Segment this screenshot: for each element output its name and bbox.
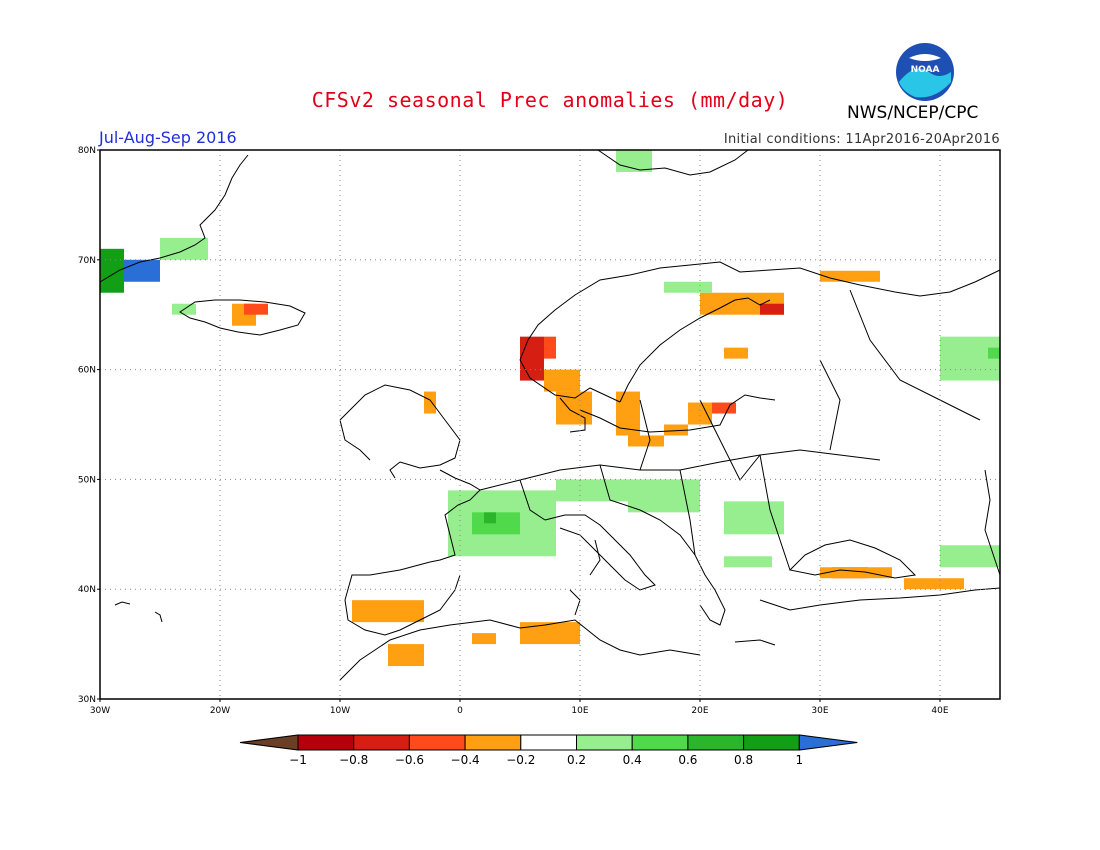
legend-swatch: [687, 734, 745, 751]
noaa-logo-icon: NOAA: [896, 43, 954, 101]
anomaly-patch: [664, 424, 688, 436]
legend-swatch: [631, 734, 689, 751]
anomaly-patch: [724, 501, 784, 535]
axis-ticks: 30N 40N 50N 60N 70N 80N 30W 20W 10W 0 10E 20E 30E 40E: [78, 146, 949, 716]
anomaly-patch: [820, 567, 892, 579]
anomaly-patch: [424, 391, 436, 414]
agency-label: NWS/NCEP/CPC: [847, 103, 979, 123]
lon-tick-label: 0: [457, 706, 463, 716]
lon-tick-label: 10E: [571, 706, 588, 716]
legend-label: −0.6: [395, 753, 424, 767]
anomaly-patch: [520, 622, 580, 645]
lon-tick-label: 30W: [90, 706, 110, 716]
anomaly-patch: [352, 600, 424, 623]
season-label: Jul-Aug-Sep 2016: [99, 128, 237, 147]
anomaly-patch: [544, 336, 556, 359]
anomaly-patch: [244, 303, 268, 315]
anomaly-patch: [664, 281, 712, 293]
anomaly-patch: [628, 479, 700, 513]
anomaly-patch: [628, 435, 664, 447]
anomaly-patch: [712, 402, 736, 414]
graticule: [100, 150, 1000, 699]
legend-swatch-below-min: [239, 734, 299, 751]
anomaly-patch: [940, 545, 1000, 568]
legend-swatch: [297, 734, 355, 751]
legend-label: −0.4: [451, 753, 480, 767]
legend-label: 1: [795, 753, 803, 767]
lon-tick-label: 20E: [691, 706, 708, 716]
legend-swatch: [464, 734, 522, 751]
anomaly-patch: [544, 369, 580, 392]
lat-tick-label: 30N: [78, 695, 96, 705]
anomaly-patch: [520, 336, 544, 381]
lon-tick-label: 10W: [330, 706, 350, 716]
legend-swatch: [353, 734, 410, 751]
anomaly-patch: [760, 303, 784, 315]
svg-text:NOAA: NOAA: [911, 65, 940, 75]
lat-tick-label: 60N: [78, 366, 96, 376]
legend-label: −0.8: [339, 753, 368, 767]
legend-swatch-above-max: [798, 734, 858, 751]
lon-tick-label: 20W: [210, 706, 230, 716]
coastlines: [99, 149, 1001, 681]
legend-swatch: [576, 734, 633, 751]
lon-tick-label: 40E: [931, 706, 948, 716]
anomaly-patch: [988, 347, 1000, 359]
legend-swatch: [743, 734, 800, 751]
anomaly-patch: [484, 512, 496, 524]
legend-label: 0.4: [623, 753, 642, 767]
anomaly-patch: [388, 644, 424, 667]
anomaly-patch: [904, 578, 964, 590]
anomaly-patch: [688, 402, 712, 425]
lat-tick-label: 70N: [78, 256, 96, 266]
legend-label: −0.2: [506, 753, 535, 767]
anomaly-patch: [820, 270, 880, 282]
lat-tick-label: 50N: [78, 475, 96, 485]
legend-label: 0.8: [734, 753, 753, 767]
legend-swatch: [520, 734, 577, 751]
anomaly-patch: [100, 248, 124, 293]
anomaly-patch: [472, 633, 496, 645]
anomaly-patch: [724, 347, 748, 359]
anomaly-patch: [724, 556, 772, 568]
lat-tick-label: 40N: [78, 585, 96, 595]
legend-swatch: [408, 734, 466, 751]
anomaly-patch: [556, 391, 592, 425]
legend-label: 0.2: [567, 753, 586, 767]
map-frame: [99, 149, 1001, 700]
lon-tick-label: 30E: [811, 706, 828, 716]
legend-label: 0.6: [678, 753, 697, 767]
anomaly-patch: [556, 479, 628, 502]
map-title: CFSv2 seasonal Prec anomalies (mm/day): [311, 88, 789, 112]
anomaly-patches: [100, 150, 1000, 667]
legend-label: −1: [289, 753, 307, 767]
initial-conditions: Initial conditions: 11Apr2016-20Apr2016: [723, 132, 1000, 147]
lat-tick-label: 80N: [78, 146, 96, 156]
